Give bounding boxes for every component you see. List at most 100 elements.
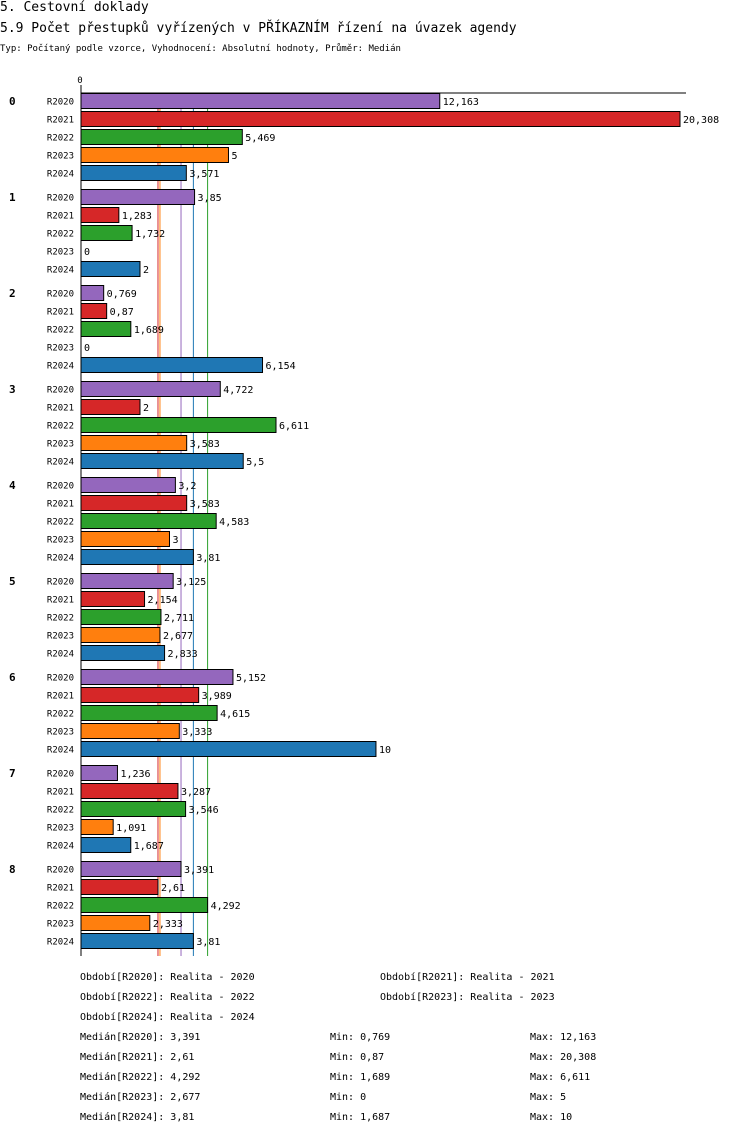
bar: [80, 549, 194, 565]
series-tick-label: R2022: [47, 518, 74, 528]
data-label: 0: [84, 343, 90, 354]
series-tick-label: R2022: [47, 326, 74, 336]
data-label: 3,287: [181, 787, 211, 798]
data-label: 3,333: [182, 727, 212, 738]
series-tick-label: R2020: [47, 578, 74, 588]
bar: [80, 435, 188, 451]
data-label: 6,611: [279, 421, 309, 432]
series-tick-label: R2020: [47, 674, 74, 684]
x-axis-zero-label: 0: [77, 76, 82, 86]
bar: [80, 609, 162, 625]
series-tick-label: R2022: [47, 710, 74, 720]
group-label: 1: [9, 191, 16, 204]
bar: [80, 669, 234, 685]
series-tick-label: R2020: [47, 98, 74, 108]
bar-chart: 0 0 R2020 12,163 R2021 20,308 R2022 5,469 R2023 5…: [9, 76, 719, 956]
legend-period-r2023: Období[R2023]: Realita - 2023: [380, 992, 555, 1003]
data-label: 5,152: [236, 673, 266, 684]
bar: [80, 495, 188, 511]
series-tick-label: R2024: [47, 746, 74, 756]
group-label: 4: [9, 479, 16, 492]
series-tick-label: R2021: [47, 116, 74, 126]
data-label: 1,091: [116, 823, 146, 834]
min-stat: Min: 0,769: [330, 1032, 391, 1043]
bar: [80, 357, 264, 373]
data-label: 3,81: [196, 553, 220, 564]
data-label: 0: [84, 247, 90, 258]
bar: [80, 417, 277, 433]
data-label: 1,283: [122, 211, 152, 222]
group-label: 7: [9, 767, 16, 780]
series-tick-label: R2023: [47, 440, 74, 450]
series-tick-label: R2023: [47, 536, 74, 546]
min-stat: Min: 0: [330, 1092, 367, 1103]
data-label: 1,687: [134, 841, 164, 852]
bar: [80, 225, 133, 241]
bar: [80, 453, 244, 469]
bar: [80, 513, 217, 529]
data-label: 5: [231, 151, 237, 162]
series-tick-label: R2021: [47, 692, 74, 702]
bar: [80, 627, 161, 643]
series-tick-label: R2020: [47, 866, 74, 876]
data-label: 5,469: [245, 133, 275, 144]
series-tick-label: R2020: [47, 290, 74, 300]
series-tick-label: R2023: [47, 824, 74, 834]
legend-period-r2020: Období[R2020]: Realita - 2020: [80, 972, 255, 983]
bar: [80, 783, 179, 799]
bar: [80, 573, 174, 589]
chart-subtitle: Typ: Počítaný podle vzorce, Vyhodnocení:…: [0, 44, 401, 54]
series-tick-label: R2021: [47, 596, 74, 606]
data-label: 1,689: [134, 325, 164, 336]
data-label: 3,85: [198, 193, 222, 204]
bar: [80, 723, 180, 739]
bar: [80, 261, 141, 277]
series-tick-label: R2022: [47, 902, 74, 912]
bar: [80, 687, 200, 703]
data-label: 1,732: [135, 229, 165, 240]
series-tick-label: R2023: [47, 344, 74, 354]
bar: [80, 321, 132, 337]
legend-period-r2021: Období[R2021]: Realita - 2021: [380, 972, 555, 983]
series-tick-label: R2023: [47, 728, 74, 738]
series-tick-label: R2024: [47, 938, 74, 948]
bar: [80, 765, 118, 781]
bar: [80, 879, 159, 895]
bar: [80, 819, 114, 835]
bar: [80, 915, 151, 931]
bar: [80, 303, 108, 319]
data-label: 3,989: [202, 691, 232, 702]
bar: [80, 93, 441, 109]
data-label: 4,615: [220, 709, 250, 720]
bar: [80, 189, 196, 205]
series-tick-label: R2022: [47, 806, 74, 816]
bar: [80, 933, 194, 949]
data-label: 4,583: [219, 517, 249, 528]
bar: [80, 897, 209, 913]
bar: [80, 129, 243, 145]
series-tick-label: R2023: [47, 920, 74, 930]
min-stat: Min: 1,687: [330, 1112, 391, 1123]
bar: [80, 741, 377, 757]
series-tick-label: R2020: [47, 770, 74, 780]
max-stat: Max: 20,308: [530, 1052, 597, 1063]
series-tick-label: R2021: [47, 884, 74, 894]
data-label: 20,308: [683, 115, 719, 126]
bar: [80, 801, 187, 817]
series-tick-label: R2024: [47, 650, 74, 660]
series-tick-label: R2022: [47, 230, 74, 240]
data-label: 10: [379, 745, 391, 756]
bar: [80, 399, 141, 415]
series-tick-label: R2020: [47, 482, 74, 492]
bar: [80, 111, 681, 127]
data-label: 2: [143, 265, 149, 276]
data-label: 2: [143, 403, 149, 414]
data-label: 1,236: [120, 769, 150, 780]
data-label: 3: [172, 535, 178, 546]
series-tick-label: R2024: [47, 554, 74, 564]
bar: [80, 147, 229, 163]
bar: [80, 207, 120, 223]
series-tick-label: R2023: [47, 248, 74, 258]
bar: [80, 861, 182, 877]
data-label: 4,722: [223, 385, 253, 396]
